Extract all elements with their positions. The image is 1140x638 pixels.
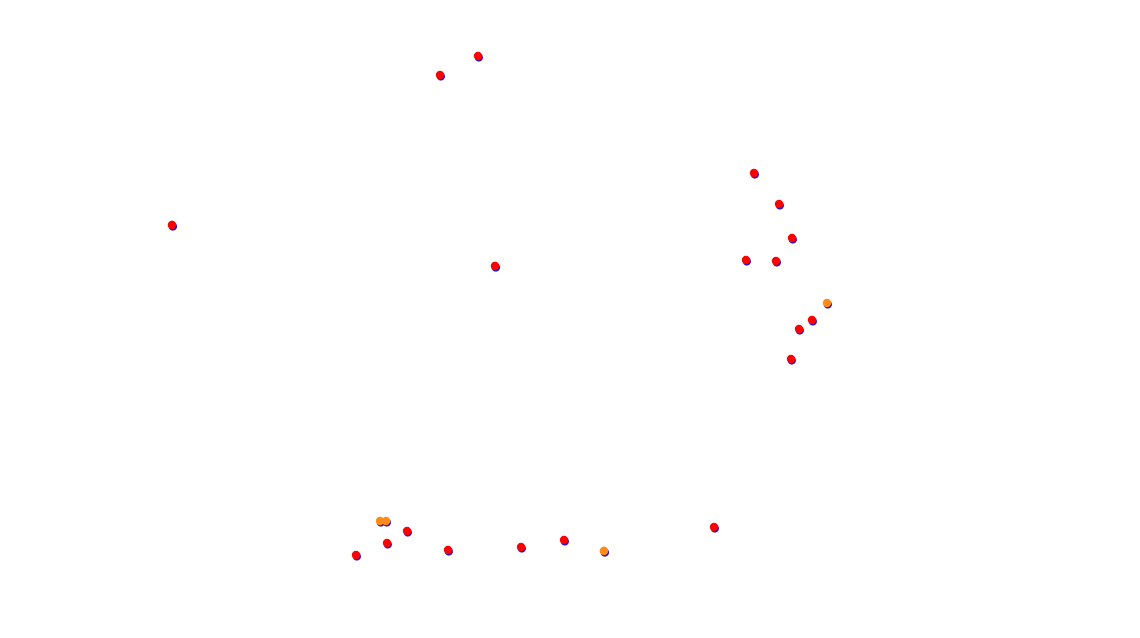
marker-dot [822, 298, 832, 308]
marker-dot [774, 199, 784, 209]
marker-dot [787, 233, 797, 243]
marker-red [774, 199, 784, 210]
marker-dot [749, 168, 759, 178]
marker-dot [807, 315, 817, 325]
marker-red [709, 522, 719, 533]
marker-red [559, 535, 569, 546]
marker-dot [402, 526, 412, 536]
marker-red [794, 324, 804, 335]
marker-red [749, 168, 759, 179]
marker-dot [786, 354, 796, 364]
marker-red [473, 51, 483, 62]
marker-dot [382, 538, 392, 548]
marker-dot [771, 256, 781, 266]
marker-dot [435, 70, 445, 80]
marker-dot [599, 546, 609, 556]
marker-dot [741, 255, 751, 265]
marker-dot [381, 516, 391, 526]
marker-dot [167, 220, 177, 230]
marker-orange [822, 298, 832, 309]
marker-dot [559, 535, 569, 545]
marker-dot [794, 324, 804, 334]
marker-dot [490, 261, 500, 271]
marker-orange [599, 546, 609, 557]
marker-red [443, 545, 453, 556]
marker-red [771, 256, 781, 267]
marker-orange [381, 516, 391, 527]
marker-red [807, 315, 817, 326]
marker-dot [375, 516, 385, 526]
marker-dot [443, 545, 453, 555]
marker-dot [351, 550, 361, 560]
marker-red [741, 255, 751, 266]
marker-red [490, 261, 500, 272]
marker-dot [709, 522, 719, 532]
marker-dot [473, 51, 483, 61]
marker-red [382, 538, 392, 549]
marker-red [402, 526, 412, 537]
marker-red [167, 220, 177, 231]
marker-dot [516, 542, 526, 552]
marker-red [435, 70, 445, 81]
marker-red [787, 233, 797, 244]
marker-red [351, 550, 361, 561]
marker-red [516, 542, 526, 553]
marker-red [786, 354, 796, 365]
